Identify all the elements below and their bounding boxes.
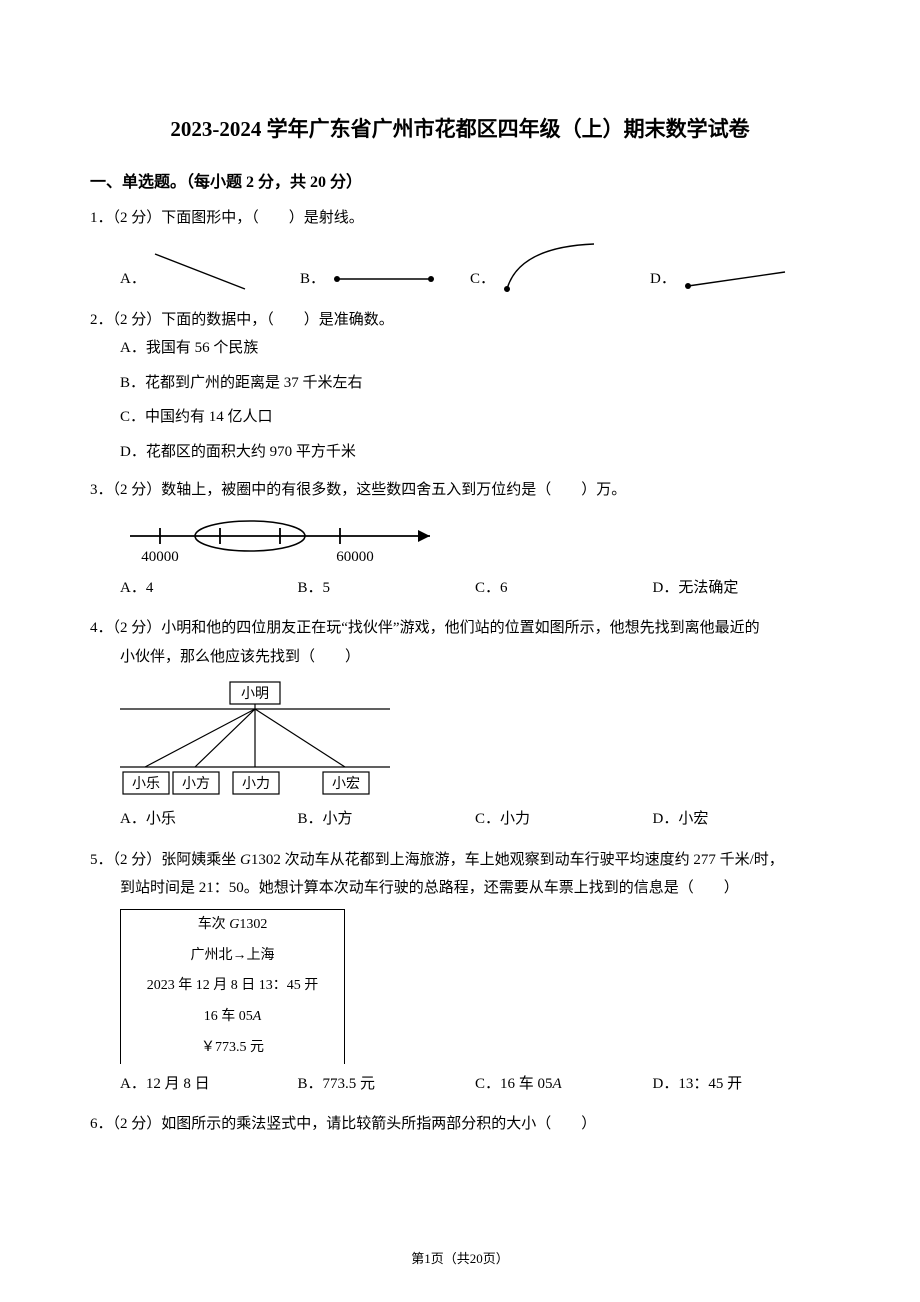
- q2-option-c: C．中国约有 14 亿人口: [120, 403, 830, 432]
- q4-b4-label: 小宏: [332, 776, 360, 792]
- q6-stem: 6．（2 分）如图所示的乘法竖式中，请比较箭头所指两部分积的大小（ ）: [90, 1110, 830, 1139]
- ray-icon: [680, 264, 790, 294]
- q3-option-b: B．5: [298, 574, 476, 603]
- q2-option-a: A．我国有 56 个民族: [120, 334, 830, 363]
- question-4: 4．（2 分）小明和他的四位朋友正在玩“找伙伴”游戏，他们站的位置如图所示，他想…: [90, 614, 830, 834]
- question-6: 6．（2 分）如图所示的乘法竖式中，请比较箭头所指两部分积的大小（ ）: [90, 1110, 830, 1139]
- q2-option-d: D．花都区的面积大约 970 平方千米: [120, 438, 830, 467]
- q3-stem: 3．（2 分）数轴上，被圈中的有很多数，这些数四舍五入到万位约是（ ）万。: [90, 476, 830, 505]
- number-line-icon: 40000 60000: [120, 511, 450, 566]
- q3-option-d: D．无法确定: [653, 574, 831, 603]
- question-1: 1．（2 分）下面图形中，（ ）是射线。 A． B． C．: [90, 204, 830, 294]
- q1-a-label: A．: [120, 265, 146, 294]
- q1-option-d: D．: [650, 264, 820, 294]
- ticket-line-3: 2023 年 12 月 8 日 13：45 开: [121, 971, 344, 1002]
- section-1-heading: 一、单选题。（每小题 2 分，共 20 分）: [90, 168, 830, 198]
- q1-c-label: C．: [470, 265, 495, 294]
- friends-diagram-icon: 小明 小乐 小方 小力 小宏: [120, 677, 400, 797]
- segment-line-icon: [150, 244, 250, 294]
- footer-mid: 页（共: [431, 1251, 470, 1266]
- q5-option-c: C．16 车 05A: [475, 1070, 653, 1099]
- footer-prefix: 第: [411, 1251, 424, 1266]
- question-3: 3．（2 分）数轴上，被圈中的有很多数，这些数四舍五入到万位约是（ ）万。 40…: [90, 476, 830, 602]
- q3-left-label: 40000: [141, 549, 179, 565]
- q3-options: A．4 B．5 C．6 D．无法确定: [90, 574, 830, 603]
- q3-option-a: A．4: [120, 574, 298, 603]
- q4-options: A．小乐 B．小方 C．小力 D．小宏: [90, 805, 830, 834]
- q3-option-c: C．6: [475, 574, 653, 603]
- curved-ray-icon: [499, 239, 599, 294]
- q3-right-label: 60000: [336, 549, 374, 565]
- q1-options: A． B． C． D．: [90, 239, 830, 294]
- q4-top-label: 小明: [241, 686, 269, 702]
- q4-option-a: A．小乐: [120, 805, 298, 834]
- q4-option-d: D．小宏: [653, 805, 831, 834]
- exam-page: 2023-2024 学年广东省广州市花都区四年级（上）期末数学试卷 一、单选题。…: [0, 0, 920, 1302]
- q4-option-b: B．小方: [298, 805, 476, 834]
- q3-figure: 40000 60000: [90, 511, 830, 566]
- q2-stem: 2．（2 分）下面的数据中，（ ）是准确数。: [90, 306, 830, 335]
- q1-option-a: A．: [120, 244, 300, 294]
- footer-total-pages: 20: [470, 1251, 483, 1266]
- q1-b-label: B．: [300, 265, 325, 294]
- q4-b2-label: 小方: [182, 776, 210, 792]
- q5-options: A．12 月 8 日 B．773.5 元 C．16 车 05A D．13：45 …: [90, 1070, 830, 1099]
- q2-option-b: B．花都到广州的距离是 37 千米左右: [120, 369, 830, 398]
- line-with-endpoints-icon: [329, 264, 439, 294]
- q5-stem-line2: 到站时间是 21：50。她想计算本次动车行驶的总路程，还需要从车票上找到的信息是…: [90, 874, 830, 903]
- q4-figure: 小明 小乐 小方 小力 小宏: [90, 677, 830, 797]
- q5-ticket-box: 车次 G1302 广州北→上海 2023 年 12 月 8 日 13：45 开 …: [120, 909, 345, 1064]
- page-title: 2023-2024 学年广东省广州市花都区四年级（上）期末数学试卷: [90, 110, 830, 150]
- q1-stem: 1．（2 分）下面图形中，（ ）是射线。: [90, 204, 830, 233]
- ticket-line-2: 广州北→上海: [121, 941, 344, 972]
- q4-option-c: C．小力: [475, 805, 653, 834]
- q4-stem-line1: 4．（2 分）小明和他的四位朋友正在玩“找伙伴”游戏，他们站的位置如图所示，他想…: [90, 614, 830, 643]
- ticket-line-4: 16 车 05A: [121, 1002, 344, 1033]
- question-2: 2．（2 分）下面的数据中，（ ）是准确数。 A．我国有 56 个民族 B．花都…: [90, 306, 830, 467]
- q1-option-c: C．: [470, 239, 650, 294]
- q5-option-d: D．13：45 开: [653, 1070, 831, 1099]
- q5-option-b: B．773.5 元: [298, 1070, 476, 1099]
- q4-b3-label: 小力: [242, 776, 270, 792]
- q1-d-label: D．: [650, 265, 676, 294]
- q4-stem-line2: 小伙伴，那么他应该先找到（ ）: [90, 643, 830, 672]
- page-footer: 第1页（共20页）: [0, 1247, 920, 1272]
- ticket-line-1: 车次 G1302: [121, 910, 344, 941]
- question-5: 5．（2 分）张阿姨乘坐 G1302 次动车从花都到上海旅游，车上她观察到动车行…: [90, 846, 830, 1098]
- ticket-line-5: ￥773.5 元: [121, 1033, 344, 1064]
- q5-stem-line1: 5．（2 分）张阿姨乘坐 G1302 次动车从花都到上海旅游，车上她观察到动车行…: [90, 846, 830, 875]
- q5-option-a: A．12 月 8 日: [120, 1070, 298, 1099]
- q1-option-b: B．: [300, 264, 470, 294]
- q2-options: A．我国有 56 个民族 B．花都到广州的距离是 37 千米左右 C．中国约有 …: [90, 334, 830, 466]
- footer-suffix: 页）: [483, 1251, 509, 1266]
- q4-b1-label: 小乐: [132, 776, 160, 792]
